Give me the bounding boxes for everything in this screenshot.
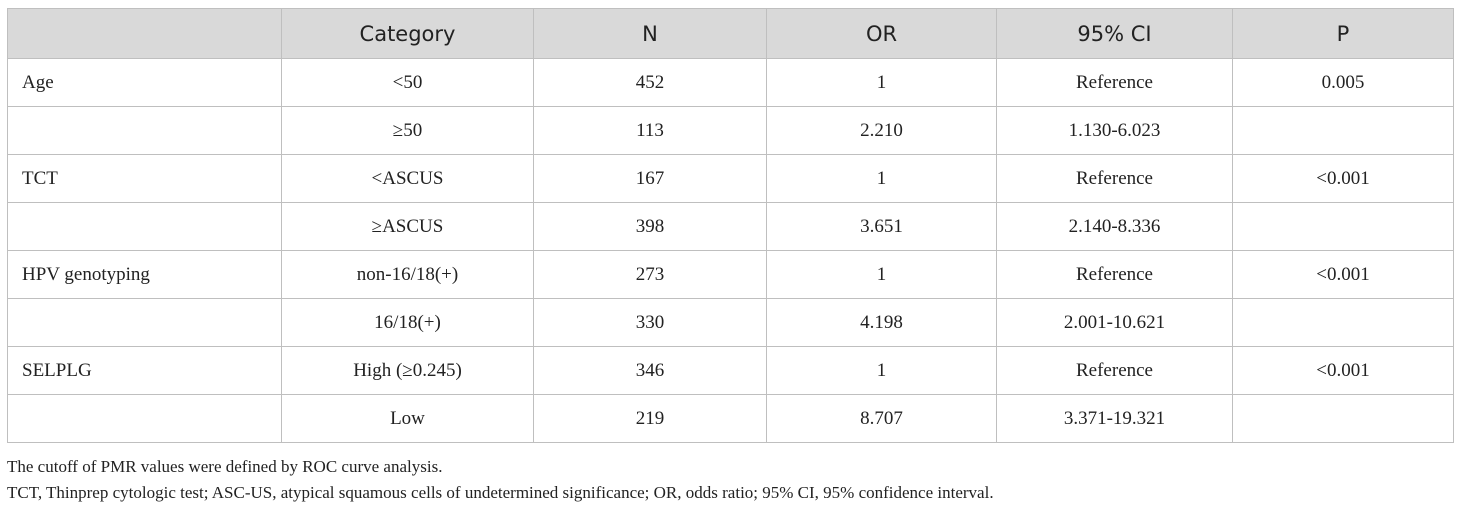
- header-category: Category: [281, 8, 534, 59]
- cell-p: [1232, 298, 1454, 347]
- table-header-row: Category N OR 95% CI P: [7, 8, 1454, 59]
- cell-n: 167: [533, 154, 767, 203]
- table-row: Age <50 452 1 Reference 0.005: [7, 58, 1454, 107]
- cell-ci: Reference: [996, 58, 1233, 107]
- cell-ci: Reference: [996, 250, 1233, 299]
- cell-or: 1: [766, 250, 997, 299]
- cell-category: <50: [281, 58, 534, 107]
- cell-n: 273: [533, 250, 767, 299]
- cell-category: High (≥0.245): [281, 346, 534, 395]
- table-row: ≥ASCUS 398 3.651 2.140-8.336: [7, 202, 1454, 251]
- table-row: TCT <ASCUS 167 1 Reference <0.001: [7, 154, 1454, 203]
- cell-ci: 2.001-10.621: [996, 298, 1233, 347]
- cell-ci: Reference: [996, 154, 1233, 203]
- cell-p: <0.001: [1232, 154, 1454, 203]
- cell-or: 1: [766, 58, 997, 107]
- cell-or: 2.210: [766, 106, 997, 155]
- cell-or: 4.198: [766, 298, 997, 347]
- cell-category: ≥ASCUS: [281, 202, 534, 251]
- table-row: 16/18(+) 330 4.198 2.001-10.621: [7, 298, 1454, 347]
- cell-or: 1: [766, 154, 997, 203]
- header-ci: 95% CI: [996, 8, 1233, 59]
- results-table: Category N OR 95% CI P Age <50 452 1 Ref…: [7, 8, 1454, 443]
- cell-variable: [7, 298, 282, 347]
- cell-category: <ASCUS: [281, 154, 534, 203]
- cell-ci: 1.130-6.023: [996, 106, 1233, 155]
- cell-p: [1232, 394, 1454, 443]
- cell-or: 3.651: [766, 202, 997, 251]
- footnote-cutoff: The cutoff of PMR values were defined by…: [7, 457, 443, 476]
- cell-p: <0.001: [1232, 250, 1454, 299]
- cell-category: non-16/18(+): [281, 250, 534, 299]
- table-row: Low 219 8.707 3.371-19.321: [7, 394, 1454, 443]
- cell-n: 398: [533, 202, 767, 251]
- cell-n: 219: [533, 394, 767, 443]
- cell-ci: 2.140-8.336: [996, 202, 1233, 251]
- cell-variable: [7, 106, 282, 155]
- header-or: OR: [766, 8, 997, 59]
- cell-ci: 3.371-19.321: [996, 394, 1233, 443]
- cell-or: 1: [766, 346, 997, 395]
- cell-variable: HPV genotyping: [7, 250, 282, 299]
- cell-p: 0.005: [1232, 58, 1454, 107]
- cell-variable: [7, 202, 282, 251]
- cell-ci: Reference: [996, 346, 1233, 395]
- cell-variable: Age: [7, 58, 282, 107]
- cell-category: 16/18(+): [281, 298, 534, 347]
- cell-n: 330: [533, 298, 767, 347]
- cell-variable: SELPLG: [7, 346, 282, 395]
- cell-variable: [7, 394, 282, 443]
- table-row: ≥50 113 2.210 1.130-6.023: [7, 106, 1454, 155]
- table-row: SELPLG High (≥0.245) 346 1 Reference <0.…: [7, 346, 1454, 395]
- cell-category: Low: [281, 394, 534, 443]
- cell-p: [1232, 202, 1454, 251]
- footnote-abbreviations: TCT, Thinprep cytologic test; ASC-US, at…: [7, 483, 994, 502]
- cell-variable: TCT: [7, 154, 282, 203]
- cell-n: 346: [533, 346, 767, 395]
- table-footnotes: The cutoff of PMR values were defined by…: [7, 454, 994, 506]
- cell-p: [1232, 106, 1454, 155]
- header-n: N: [533, 8, 767, 59]
- table-row: HPV genotyping non-16/18(+) 273 1 Refere…: [7, 250, 1454, 299]
- cell-p: <0.001: [1232, 346, 1454, 395]
- cell-n: 113: [533, 106, 767, 155]
- cell-n: 452: [533, 58, 767, 107]
- header-p: P: [1232, 8, 1454, 59]
- cell-or: 8.707: [766, 394, 997, 443]
- header-variable: [7, 8, 282, 59]
- cell-category: ≥50: [281, 106, 534, 155]
- results-table-container: Category N OR 95% CI P Age <50 452 1 Ref…: [7, 8, 1454, 443]
